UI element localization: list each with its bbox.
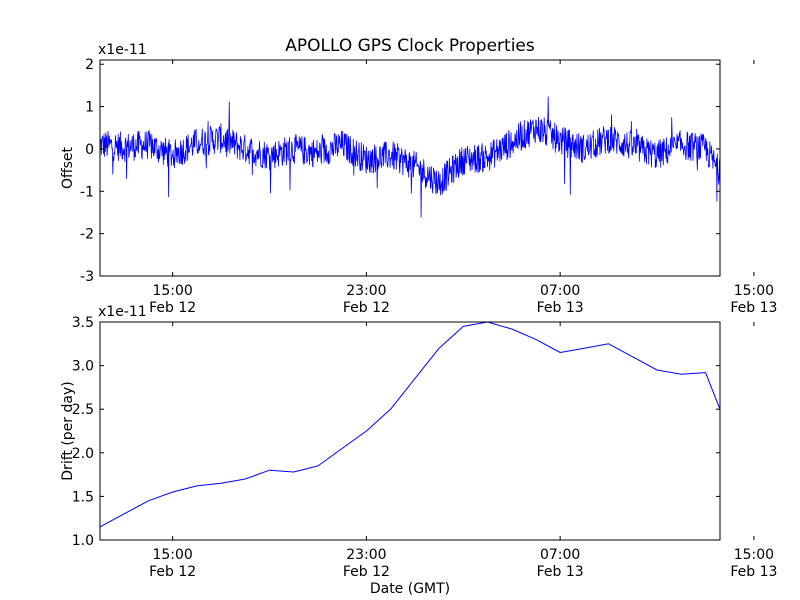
- offset-ylabel: Offset: [60, 146, 76, 189]
- offset-ytick-label: -1: [80, 184, 94, 200]
- offset-axes-frame: [99, 59, 721, 277]
- offset-xtick-label-date: Feb 12: [149, 300, 196, 316]
- drift-xtick-label-date: Feb 13: [537, 564, 584, 580]
- offset-xtick-label-date: Feb 13: [730, 300, 777, 316]
- drift-ylabel: Drift (per day): [60, 381, 76, 480]
- offset-series-line-0: [99, 96, 721, 218]
- drift-xtick-label-time: 07:00: [540, 547, 580, 563]
- offset-ytick-label: 0: [85, 142, 94, 158]
- drift-offset-label: x1e-11: [98, 304, 147, 320]
- offset-xtick-label-time: 15:00: [734, 283, 774, 299]
- offset-xtick-label-time: 23:00: [346, 283, 386, 299]
- offset-xtick-label-date: Feb 13: [537, 300, 584, 316]
- drift-ytick-label: 2.5: [72, 402, 94, 418]
- drift-xtick-label-time: 15:00: [734, 547, 774, 563]
- offset-xtick-label-date: Feb 12: [343, 300, 390, 316]
- drift-series-line-0: [99, 321, 721, 528]
- drift-xtick-label-time: 23:00: [346, 547, 386, 563]
- offset-xtick-label-time: 07:00: [540, 283, 580, 299]
- figure-title: APOLLO GPS Clock Properties: [285, 36, 535, 56]
- offset-ytick-label: 1: [85, 100, 94, 116]
- drift-ytick-label: 3.5: [72, 315, 94, 331]
- offset-ytick-label: 2: [85, 57, 94, 73]
- drift-xlabel: Date (GMT): [370, 581, 450, 597]
- drift-ytick-label: 1.5: [72, 489, 94, 505]
- offset-offset-label: x1e-11: [98, 42, 147, 58]
- drift-ytick-label: 1.0: [72, 533, 94, 549]
- offset-ytick-label: -3: [80, 269, 94, 285]
- drift-xtick-label-date: Feb 12: [149, 564, 196, 580]
- drift-ytick-label: 2.0: [72, 446, 94, 462]
- drift-xtick-label-date: Feb 12: [343, 564, 390, 580]
- drift-axes-frame: [99, 321, 721, 541]
- drift-xtick-label-date: Feb 13: [730, 564, 777, 580]
- offset-xtick-label-time: 15:00: [152, 283, 192, 299]
- drift-ytick-label: 3.0: [72, 359, 94, 375]
- drift-xtick-label-time: 15:00: [152, 547, 192, 563]
- offset-ytick-label: -2: [80, 227, 94, 243]
